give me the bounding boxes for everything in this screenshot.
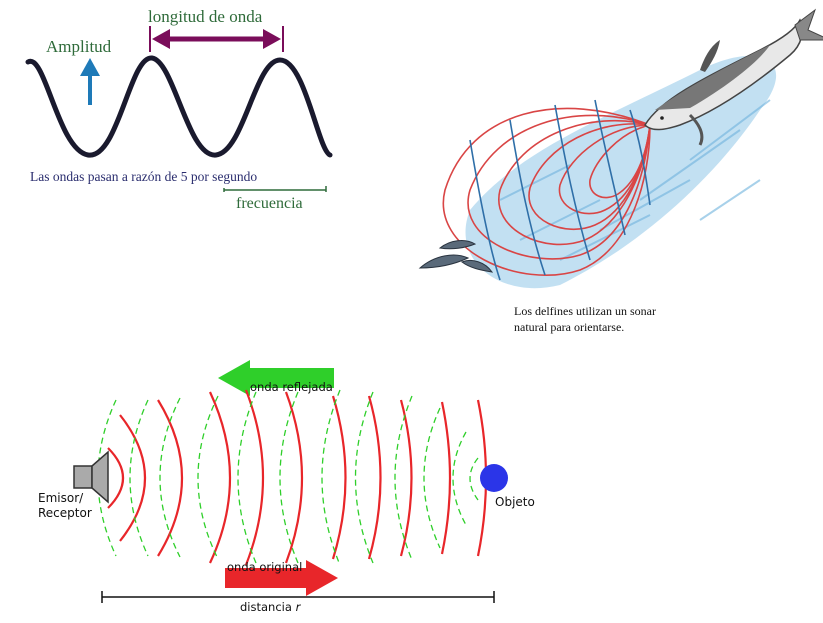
dolphin-caption-line1: Los delfines utilizan un sonar	[514, 304, 656, 318]
distance-label: distancia r	[240, 600, 302, 614]
frequency-bracket	[223, 186, 327, 192]
amplitude-label: Amplitud	[46, 37, 112, 56]
wavelength-arrow	[149, 26, 284, 52]
reflected-wave-label: onda reflejada	[250, 380, 333, 394]
reflected-wave-arrow	[218, 360, 334, 396]
wave-caption: Las ondas pasan a razón de 5 por segundo	[30, 169, 257, 184]
original-wave-label: onda original	[227, 560, 302, 574]
sonar-red-wavefronts	[442, 107, 651, 276]
dolphin-illustration	[644, 8, 823, 146]
fish-group	[418, 240, 494, 273]
distance-symbol: r	[296, 600, 302, 614]
original-wave-arrow	[225, 560, 338, 596]
speaker-icon	[73, 450, 109, 504]
wavelength-label: longitud de onda	[148, 7, 263, 26]
sonar-panel: onda reflejada	[38, 360, 535, 614]
wave-panel: Amplitud longitud de onda Las ondas pasa…	[25, 7, 333, 212]
distance-word: distancia	[240, 600, 292, 614]
sine-wave	[25, 55, 333, 158]
dolphin-panel: Los delfines utilizan un sonar natural p…	[418, 8, 823, 334]
object-sphere	[480, 464, 508, 492]
emitter-label-line1: Emisor/	[38, 491, 84, 505]
distance-scale	[101, 591, 495, 603]
emitter-label-line2: Receptor	[38, 506, 92, 520]
sonar-blue-gridlines	[469, 99, 651, 281]
frequency-label: frecuencia	[236, 195, 303, 212]
reflected-wave-arcs	[97, 389, 479, 566]
water-streaks	[499, 99, 771, 261]
amplitude-arrow	[80, 58, 100, 105]
object-label: Objeto	[495, 495, 535, 509]
original-wave-arcs	[107, 389, 488, 566]
dolphin-caption-line2: natural para orientarse.	[514, 320, 624, 334]
